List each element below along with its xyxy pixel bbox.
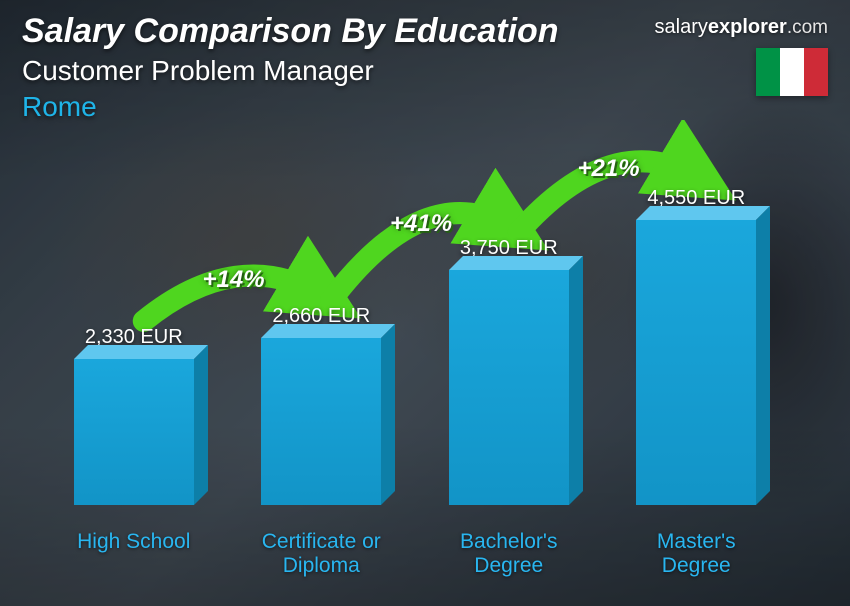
x-labels: High SchoolCertificate orDiplomaBachelor… (40, 530, 790, 586)
bar-slot: 4,550 EUR (603, 160, 791, 505)
brand-logo: salaryexplorer.com (655, 16, 828, 39)
brand-part2: explorer (708, 16, 787, 38)
bar (636, 220, 756, 505)
brand-part1: salary (655, 16, 708, 38)
bar-slot: 3,750 EUR (415, 160, 603, 505)
chart-subtitle: Customer Problem Manager (22, 55, 828, 87)
bar-slot: 2,660 EUR (228, 160, 416, 505)
flag-stripe (780, 48, 804, 96)
flag-stripe (804, 48, 828, 96)
country-flag-italy (756, 48, 828, 96)
bar (449, 270, 569, 505)
bars-container: 2,330 EUR2,660 EUR3,750 EUR4,550 EUR+14%… (40, 160, 790, 505)
x-axis-label: High School (40, 530, 228, 586)
chart-location: Rome (22, 91, 828, 123)
x-axis-label: Master'sDegree (603, 530, 791, 586)
bar (261, 338, 381, 505)
bar-slot: 2,330 EUR (40, 160, 228, 505)
bar (74, 359, 194, 505)
flag-stripe (756, 48, 780, 96)
bar-chart: 2,330 EUR2,660 EUR3,750 EUR4,550 EUR+14%… (40, 160, 790, 586)
x-axis-label: Bachelor'sDegree (415, 530, 603, 586)
x-axis-label: Certificate orDiploma (228, 530, 416, 586)
brand-suffix: .com (787, 17, 828, 38)
